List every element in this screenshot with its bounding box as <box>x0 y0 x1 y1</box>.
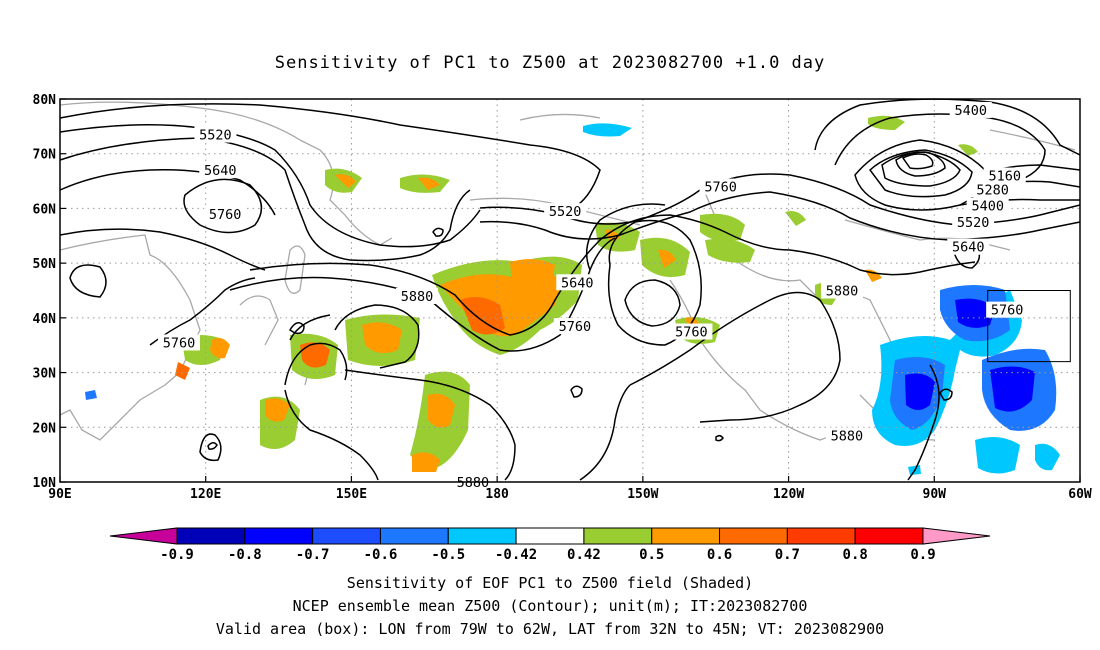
colorbar-swatch <box>244 527 314 545</box>
map-frame <box>59 98 1081 483</box>
colorbar-label: 0.9 <box>910 547 935 563</box>
colorbar-label: -0.5 <box>431 547 465 563</box>
contour-label-background <box>699 178 742 195</box>
colorbar-swatch <box>651 527 721 545</box>
contour-label: 5880 <box>401 289 434 305</box>
contour-label: 5520 <box>549 204 582 220</box>
colorbar-label: 0.42 <box>567 547 601 563</box>
lat-tick-label: 70N <box>33 148 57 163</box>
colorbar-swatch <box>176 527 246 545</box>
lat-tick-label: 40N <box>33 312 57 327</box>
footer-line-3: Valid area (box): LON from 79W to 62W, L… <box>216 620 884 638</box>
valid-area-box <box>987 290 1071 363</box>
lon-tick-label: 150W <box>627 487 658 502</box>
lat-tick-label: 60N <box>33 202 57 217</box>
contour-label-background <box>396 287 438 304</box>
lat-tick-label: 10N <box>33 476 57 491</box>
colorbar-label: -0.7 <box>296 547 330 563</box>
contour-label: 5400 <box>954 103 987 119</box>
colorbar-label: 0.5 <box>639 547 664 563</box>
contour-label-background <box>952 214 995 231</box>
contour-label: 5760 <box>209 207 242 223</box>
contour-label-background <box>966 197 1009 214</box>
contour-label: 5640 <box>561 275 594 291</box>
lat-tick-label: 20N <box>33 421 57 436</box>
contour-label-background <box>986 301 1029 318</box>
lat-tick-label: 50N <box>33 257 57 272</box>
contour-label-background <box>194 126 237 143</box>
lon-tick-label: 90E <box>48 487 71 502</box>
contour-label-background <box>158 334 200 351</box>
sensitivity-shading <box>85 115 1060 475</box>
colorbar-max-triangle <box>922 527 991 545</box>
contour-label: 5880 <box>826 284 859 300</box>
colorbar-swatch <box>379 527 449 545</box>
colorbar-label: -0.8 <box>228 547 262 563</box>
lon-tick-label: 60W <box>1068 487 1092 502</box>
colorbar-label: -0.9 <box>160 547 194 563</box>
contour-label: 5520 <box>199 128 232 144</box>
contour-label: 5880 <box>457 475 490 491</box>
contour-label: 5640 <box>204 163 237 179</box>
contour-label-background <box>821 282 863 299</box>
contour-label-background <box>556 274 599 291</box>
lon-tick-label: 150E <box>336 487 367 502</box>
contour-label: 5760 <box>559 319 592 335</box>
lat-tick-label: 30N <box>33 367 57 382</box>
colorbar-label: 0.6 <box>707 547 732 563</box>
lon-tick-label: 180 <box>485 487 509 502</box>
contour-label-background <box>971 181 1014 198</box>
contour-label: 5760 <box>675 325 708 341</box>
colorbar-label: 0.8 <box>843 547 868 563</box>
colorbar-min-triangle <box>109 527 178 545</box>
colorbar-swatch <box>719 527 788 545</box>
colorbar-swatch <box>312 527 381 545</box>
colorbar-label: -0.6 <box>364 547 398 563</box>
lat-tick-label: 80N <box>33 93 57 108</box>
map-title: Sensitivity of PC1 to Z500 at 2023082700… <box>275 53 826 73</box>
colorbar-swatch <box>515 527 585 545</box>
contour-label: 5520 <box>957 215 990 231</box>
footer-line-2: NCEP ensemble mean Z500 (Contour); unit(… <box>293 597 808 615</box>
contour-label-background <box>983 167 1026 184</box>
contour-label: 5760 <box>704 180 737 196</box>
contour-label-background <box>949 101 992 118</box>
colorbar: -0.9 -0.8 -0.7 -0.6 -0.5 -0.42 0.42 0.5 0.6 0.7 0.… <box>109 527 991 563</box>
lon-tick-label: 120W <box>773 487 804 502</box>
contour-label: 5880 <box>831 428 864 444</box>
colorbar-swatch <box>583 527 653 545</box>
contour-label: 5280 <box>976 182 1009 198</box>
lon-tick-label: 120E <box>190 487 221 502</box>
contour-label: 5400 <box>971 199 1004 215</box>
contour-label-background <box>204 205 247 222</box>
contour-label-background <box>199 162 242 179</box>
contour-label-background <box>825 427 868 444</box>
colorbar-label: 0.7 <box>775 547 800 563</box>
contour-label-background <box>947 238 990 255</box>
contour-label: 5760 <box>991 303 1024 319</box>
contour-label-background <box>670 323 713 340</box>
colorbar-swatch <box>786 527 856 545</box>
colorbar-swatch <box>447 527 517 545</box>
contour-label: 5160 <box>988 169 1021 185</box>
contour-label-background <box>553 318 596 335</box>
colorbar-swatch <box>854 527 924 545</box>
contour-label: 5760 <box>163 335 196 351</box>
footer-line-1: Sensitivity of EOF PC1 to Z500 field (Sh… <box>347 574 753 592</box>
colorbar-label: -0.42 <box>495 547 537 563</box>
contour-label-background <box>544 203 587 220</box>
lon-tick-label: 90W <box>923 487 947 502</box>
contour-label: 5640 <box>952 240 985 256</box>
